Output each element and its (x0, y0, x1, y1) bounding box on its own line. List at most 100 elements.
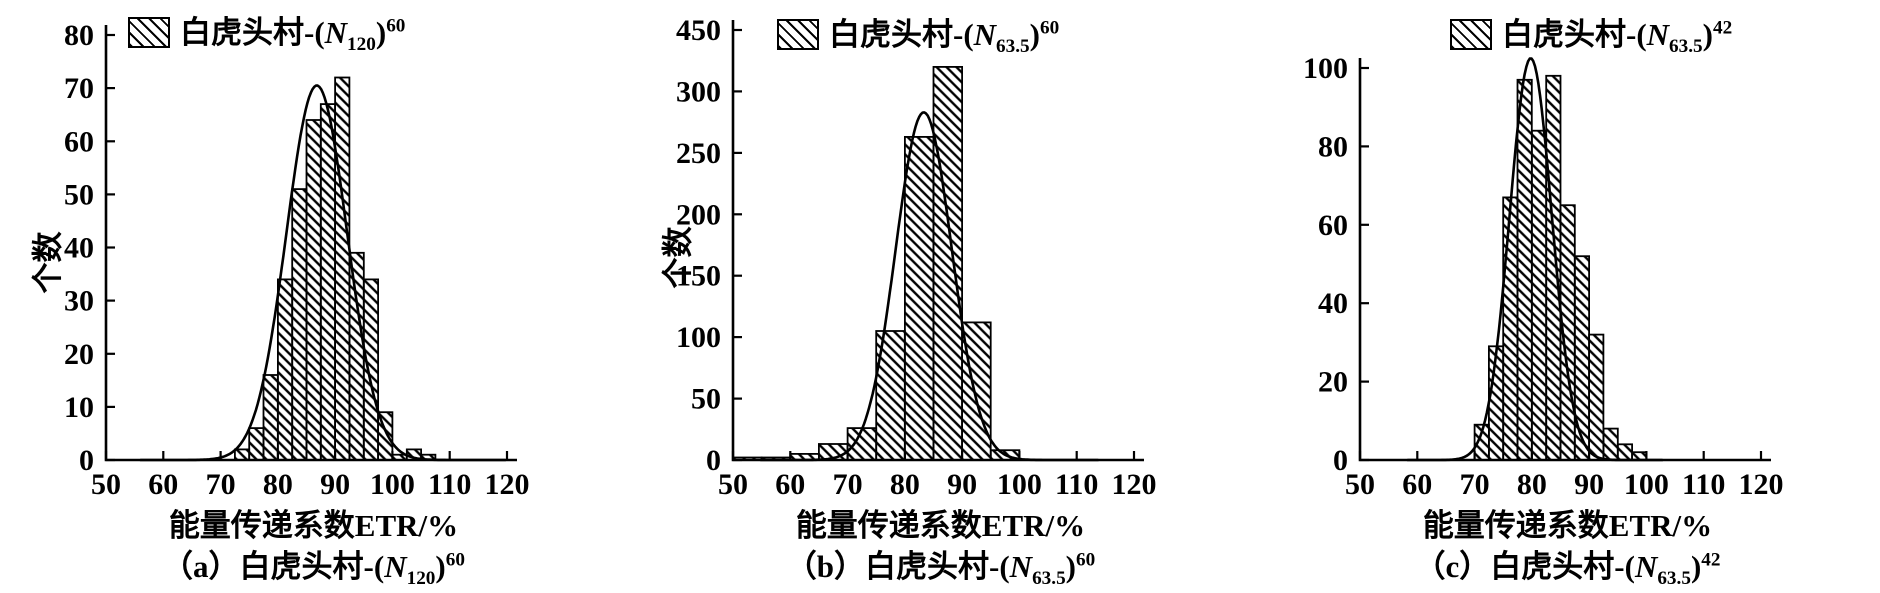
svg-text:0: 0 (1333, 444, 1348, 477)
caption-prefix: （b）白虎头村-( (785, 549, 1010, 584)
svg-text:60: 60 (775, 468, 805, 501)
svg-text:300: 300 (676, 75, 721, 108)
legend-subscript: 63.5 (1669, 36, 1703, 58)
x-axis-title-b: 能量传递系数ETR/% (795, 508, 1086, 543)
svg-text:0: 0 (706, 444, 721, 477)
caption-prefix: （a）白虎头村-( (162, 549, 385, 584)
caption-subscript: 63.5 (1657, 568, 1691, 590)
svg-text:60: 60 (148, 468, 178, 501)
svg-text:80: 80 (263, 468, 293, 501)
caption-superscript: 60 (445, 549, 465, 571)
hatch-swatch-icon (128, 16, 170, 48)
svg-text:50: 50 (91, 468, 121, 501)
y-axis-title-a: 个数 (30, 231, 66, 294)
svg-text:50: 50 (691, 383, 721, 416)
svg-text:80: 80 (64, 19, 94, 52)
y-axis-title-b: 个数 (660, 226, 696, 289)
legend-label-c: 白虎头村-(N63.5)42 (1502, 9, 1732, 58)
legend-prefix: 白虎头村-( (180, 15, 325, 51)
legend-superscript: 60 (386, 16, 406, 38)
legend-b: 白虎头村-(N63.5)60 (777, 14, 1059, 58)
svg-text:100: 100 (1624, 468, 1669, 501)
svg-text:50: 50 (64, 178, 94, 211)
legend-c: 白虎头村-(N63.5)42 (1450, 14, 1732, 58)
caption-prefix: （c）白虎头村-( (1414, 549, 1635, 584)
histogram-chart-c: 50 60 70 80 90 100 110 120 0 20 40 60 80 100 (1303, 52, 1784, 501)
caption-symbol: N (384, 549, 407, 584)
svg-text:40: 40 (64, 232, 94, 265)
svg-text:20: 20 (1318, 366, 1348, 399)
legend-close: ) (1029, 17, 1040, 53)
svg-text:100: 100 (1303, 52, 1348, 85)
svg-text:80: 80 (1517, 468, 1547, 501)
svg-text:120: 120 (485, 468, 530, 501)
legend-subscript: 120 (347, 34, 376, 56)
legend-prefix: 白虎头村-( (829, 17, 974, 53)
svg-text:100: 100 (997, 468, 1042, 501)
legend-close: ) (1702, 17, 1713, 53)
svg-text:10: 10 (64, 391, 94, 424)
svg-text:40: 40 (1318, 287, 1348, 320)
svg-text:150: 150 (676, 260, 721, 293)
svg-text:90: 90 (320, 468, 350, 501)
svg-text:450: 450 (676, 14, 721, 47)
panel-b: 50 60 70 80 90 100 110 120 0 50 100 150 200 250 300 450… (627, 0, 1254, 593)
caption-c: （c）白虎头村-(N63.5)42 (1254, 541, 1880, 590)
legend-close: ) (375, 15, 387, 51)
caption-symbol: N (1634, 549, 1658, 584)
caption-a: （a）白虎头村-(N120)60 (0, 541, 627, 590)
svg-text:110: 110 (1682, 468, 1725, 501)
panel-a: 50 60 70 80 90 100 110 120 0 10 20 30 40 50 60 70 80 个数 … (0, 0, 627, 593)
svg-text:100: 100 (676, 321, 721, 354)
svg-text:50: 50 (718, 468, 748, 501)
svg-text:120: 120 (1739, 468, 1784, 501)
caption-subscript: 120 (406, 568, 436, 590)
hatch-swatch-icon (1450, 18, 1492, 50)
svg-text:70: 70 (1460, 468, 1490, 501)
hatch-swatch-icon (777, 18, 819, 50)
caption-close: ) (435, 549, 446, 584)
panel-c: 50 60 70 80 90 100 110 120 0 20 40 60 80 100 白虎头村-(N6… (1254, 0, 1880, 593)
svg-text:250: 250 (676, 137, 721, 170)
legend-prefix: 白虎头村-( (1502, 17, 1647, 53)
caption-subscript: 63.5 (1032, 568, 1066, 590)
legend-superscript: 42 (1712, 18, 1733, 40)
svg-text:50: 50 (1345, 468, 1375, 501)
legend-label-a: 白虎头村-(N120)60 (180, 7, 405, 56)
svg-text:70: 70 (206, 468, 236, 501)
svg-text:70: 70 (833, 468, 863, 501)
svg-text:60: 60 (1318, 209, 1348, 242)
svg-text:90: 90 (1574, 468, 1604, 501)
svg-text:110: 110 (428, 468, 471, 501)
legend-symbol: N (973, 17, 997, 53)
svg-text:60: 60 (1402, 468, 1432, 501)
x-axis-title-c: 能量传递系数ETR/% (1422, 508, 1713, 543)
svg-text:80: 80 (890, 468, 920, 501)
x-axis-title-a: 能量传递系数ETR/% (168, 508, 459, 543)
svg-text:120: 120 (1112, 468, 1157, 501)
svg-text:100: 100 (370, 468, 415, 501)
caption-close: ) (1690, 549, 1702, 584)
legend-label-b: 白虎头村-(N63.5)60 (829, 9, 1059, 58)
caption-close: ) (1065, 549, 1076, 584)
svg-text:90: 90 (947, 468, 977, 501)
legend-symbol: N (1646, 17, 1670, 53)
caption-superscript: 60 (1076, 549, 1096, 571)
legend-a: 白虎头村-(N120)60 (128, 12, 405, 56)
legend-symbol: N (324, 15, 348, 51)
legend-subscript: 63.5 (996, 36, 1030, 58)
svg-text:30: 30 (64, 285, 94, 318)
svg-text:70: 70 (64, 72, 94, 105)
svg-text:80: 80 (1318, 130, 1348, 163)
svg-text:200: 200 (676, 198, 721, 231)
caption-symbol: N (1009, 549, 1033, 584)
svg-text:0: 0 (79, 444, 94, 477)
svg-text:60: 60 (64, 125, 94, 158)
svg-text:20: 20 (64, 338, 94, 371)
svg-text:110: 110 (1055, 468, 1098, 501)
caption-superscript: 42 (1701, 549, 1721, 571)
legend-superscript: 60 (1039, 18, 1060, 40)
histogram-chart-a: 50 60 70 80 90 100 110 120 0 10 20 30 40 50 60 70 80 (64, 19, 530, 501)
